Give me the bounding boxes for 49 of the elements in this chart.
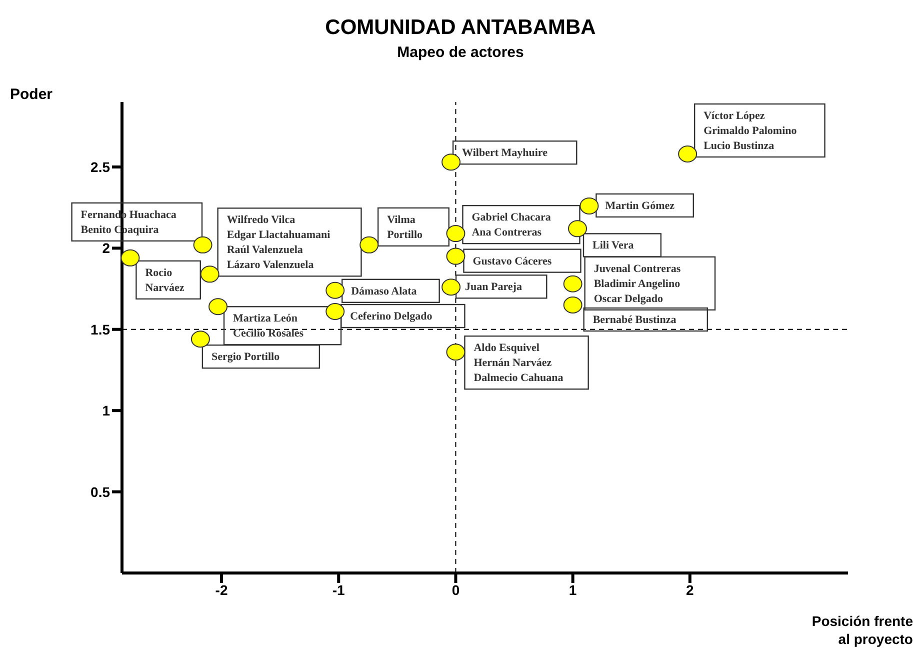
x-tick-label: -2 — [215, 582, 228, 598]
point — [563, 275, 582, 292]
y-tick-label: 2 — [102, 240, 110, 256]
point — [190, 330, 210, 348]
data-label: Dámaso Alata — [351, 285, 418, 298]
y-tick-label: 1 — [102, 402, 110, 419]
point — [442, 278, 461, 296]
point — [678, 145, 698, 162]
point — [208, 298, 228, 316]
point — [120, 249, 140, 266]
point — [442, 154, 461, 171]
point — [326, 282, 345, 299]
point — [563, 296, 582, 314]
point — [446, 225, 466, 242]
point — [568, 220, 588, 238]
data-label: Juan Pareja — [465, 281, 522, 294]
y-tick-label: 0.5 — [90, 484, 110, 500]
data-label: Víctor López Grimaldo Palomino Lucio Bustinza — [704, 110, 798, 152]
data-label: Lili Vera — [592, 240, 634, 252]
x-tick-label: 0 — [452, 582, 460, 598]
data-label: Aldo Esquivel Hernán Narváez Dalmecio Cahuana — [474, 342, 564, 384]
data-label: Ceferino Delgado — [350, 310, 433, 323]
x-tick-label: 1 — [568, 582, 577, 598]
point — [193, 236, 212, 254]
point — [446, 344, 466, 361]
data-label: Wilbert Mayhuire — [462, 147, 548, 160]
x-tick-label: -1 — [332, 582, 346, 598]
y-axis-title: Poder — [10, 86, 53, 103]
y-tick-label: 1.5 — [90, 321, 110, 338]
point — [580, 197, 599, 214]
data-label: Martin Gómez — [605, 200, 675, 212]
data-label: Vilma Portillo — [387, 214, 424, 241]
y-tick-label: 2.5 — [90, 158, 110, 175]
point — [326, 303, 345, 320]
chart-subtitle: Mapeo de actores — [396, 44, 525, 61]
data-label: Gabriel Chacara Ana Contreras — [472, 212, 552, 239]
data-label: Martiza León Cecilio Rosales — [233, 312, 304, 340]
point — [360, 236, 379, 254]
point — [200, 266, 220, 283]
data-label: Juvenal Contreras Bladimir Angelino Oscar Delgado — [594, 262, 682, 305]
data-label: Rocio Narváez — [145, 266, 184, 294]
x-axis-title: Posición frente al proyecto — [812, 612, 913, 648]
chart-title: COMUNIDAD ANTABAMBA — [324, 16, 597, 40]
data-label: Wilfredo Vilca Edgar Llactahuamani Raúl Valenzuela Lázaro Valenzuela — [226, 214, 330, 272]
point — [446, 248, 466, 265]
x-tick-label: 2 — [686, 582, 694, 598]
data-label: Bernabé Bustinza — [592, 314, 677, 326]
data-label: Gustavo Cáceres — [472, 255, 552, 268]
data-label: Sergio Portillo — [211, 351, 280, 364]
